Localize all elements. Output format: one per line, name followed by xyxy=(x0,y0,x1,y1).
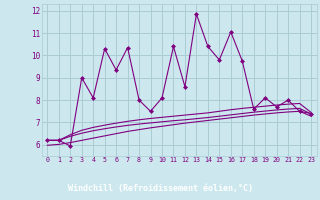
Text: Windchill (Refroidissement éolien,°C): Windchill (Refroidissement éolien,°C) xyxy=(68,184,252,193)
